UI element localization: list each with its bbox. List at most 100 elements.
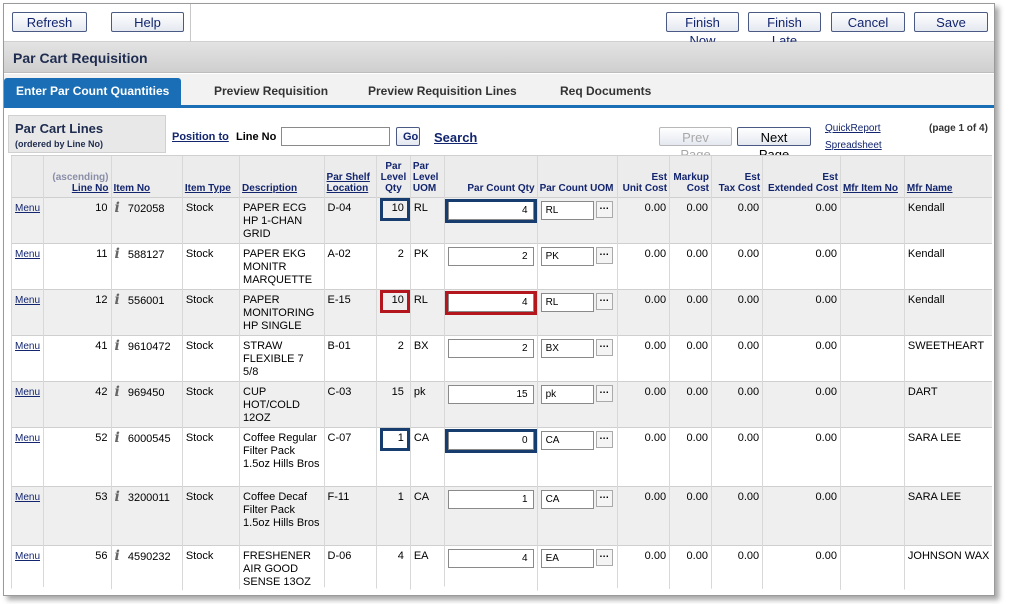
par-count-qty-input[interactable] [447, 431, 534, 450]
col-mfr-name[interactable]: Mfr Name [903, 155, 994, 198]
tab-req-documents[interactable]: Req Documents [560, 84, 652, 98]
item-type-header[interactable]: Item Type [184, 183, 231, 194]
line-no-input[interactable] [281, 127, 390, 146]
par-count-qty-wrapper [447, 490, 534, 509]
mfr-name-header[interactable]: Mfr Name [906, 183, 953, 194]
info-icon[interactable]: i [114, 430, 120, 446]
item-type-cell: Stock [181, 381, 240, 428]
uom-lookup-icon[interactable]: … [595, 293, 613, 310]
info-icon[interactable]: i [114, 338, 120, 354]
par-count-uom-input[interactable] [540, 385, 594, 404]
quick-report-link[interactable]: QuickReport [825, 123, 881, 134]
ascending-label: (ascending) [52, 172, 109, 183]
table-row: Menu 52 i 6000545 Stock Coffee Regular Filter… [10, 427, 994, 487]
col-par-shelf-location[interactable]: Par Shelf Location [323, 155, 377, 198]
info-icon[interactable]: i [114, 384, 120, 400]
line-no-header[interactable]: Line No [71, 183, 109, 194]
line-no-cell: 56 [43, 545, 111, 592]
uom-lookup-icon[interactable]: … [595, 490, 613, 507]
table-row: Menu 53 i 3200011 Stock Coffee Decaf Filter P… [10, 486, 994, 546]
tab-preview-requisition[interactable]: Preview Requisition [214, 84, 329, 98]
item-type-cell: Stock [181, 545, 240, 592]
info-icon[interactable]: i [114, 489, 120, 505]
col-line-no[interactable]: (ascending) Line No [43, 155, 111, 198]
location-cell: B-01 [323, 335, 377, 382]
par-count-qty-cell [443, 289, 538, 336]
uom-lookup-icon[interactable]: … [595, 201, 613, 218]
uom-lookup-icon[interactable]: … [595, 385, 613, 402]
par-count-qty-input[interactable] [447, 247, 534, 266]
mfr-name-cell: Kendall [903, 243, 994, 290]
finish-late-button[interactable]: Finish Late [748, 12, 821, 48]
item-no-cell: i 9610472 [110, 335, 183, 382]
cancel-button[interactable]: Cancel [831, 12, 905, 32]
col-item-type[interactable]: Item Type [181, 155, 240, 198]
par-count-qty-input[interactable] [447, 549, 534, 568]
item-no: 3200011 [127, 492, 170, 504]
info-icon[interactable]: i [114, 548, 120, 564]
uom-lookup-icon[interactable]: … [595, 339, 613, 356]
par-shelf-header-2[interactable]: Location [326, 183, 369, 194]
description-header[interactable]: Description [242, 183, 298, 194]
par-count-qty-input[interactable] [447, 385, 534, 404]
position-to-link[interactable]: Position to [172, 131, 229, 143]
par-count-qty-wrapper [445, 429, 537, 453]
col-est-unit-cost: Est Unit Cost [616, 155, 670, 198]
save-button[interactable]: Save [914, 12, 988, 32]
par-count-uom-input[interactable] [540, 293, 594, 312]
help-button[interactable]: Help [111, 12, 184, 32]
par-count-qty-input[interactable] [447, 339, 534, 358]
refresh-button[interactable]: Refresh [12, 12, 87, 32]
location-cell: D-04 [323, 197, 377, 244]
info-icon[interactable]: i [114, 246, 120, 262]
info-icon[interactable]: i [114, 200, 120, 216]
info-icon[interactable]: i [114, 292, 120, 308]
row-menu-link[interactable]: Menu [15, 203, 41, 214]
location-cell: E-15 [323, 289, 377, 336]
row-menu-link[interactable]: Menu [15, 341, 41, 352]
row-menu-link[interactable]: Menu [15, 387, 41, 398]
row-menu-link[interactable]: Menu [15, 295, 41, 306]
est-tax-cost-cell: 0.00 [710, 381, 763, 428]
uom-lookup-icon[interactable]: … [595, 431, 613, 448]
par-shelf-header-1[interactable]: Par Shelf [326, 172, 370, 183]
finish-now-button[interactable]: Finish Now [666, 12, 739, 48]
row-menu-link[interactable]: Menu [15, 249, 41, 260]
col-mfr-item-no[interactable]: Mfr Item No [839, 155, 905, 198]
next-page-button[interactable]: Next Page [737, 127, 811, 162]
est-unit-cost-cell: 0.00 [616, 545, 670, 592]
mfr-item-no-header[interactable]: Mfr Item No [842, 183, 898, 194]
par-level-qty-cell: 1 [376, 486, 411, 546]
par-level-uom-cell: CA [409, 486, 445, 546]
par-level-qty-header-2: Level [380, 172, 407, 183]
go-button[interactable]: Go [396, 127, 420, 146]
menu-cell: Menu [10, 289, 44, 336]
search-link[interactable]: Search [434, 130, 478, 145]
col-item-no[interactable]: Item No [110, 155, 183, 198]
est-extended-cost-cell: 0.00 [762, 427, 841, 487]
item-type-cell: Stock [181, 427, 240, 487]
uom-lookup-icon[interactable]: … [595, 247, 613, 264]
par-count-qty-input[interactable] [447, 201, 534, 220]
par-count-qty-input[interactable] [447, 490, 534, 509]
par-count-qty-input[interactable] [447, 293, 534, 312]
par-count-uom-input[interactable] [540, 549, 594, 568]
row-menu-link[interactable]: Menu [15, 492, 41, 503]
tab-enter-par-count[interactable]: Enter Par Count Quantities [4, 78, 182, 105]
par-count-uom-input[interactable] [540, 201, 594, 220]
par-count-uom-input[interactable] [540, 490, 594, 509]
uom-lookup-icon[interactable]: … [595, 549, 613, 566]
prev-page-button[interactable]: Prev Page [659, 127, 732, 162]
item-type-cell: Stock [181, 243, 240, 290]
par-count-uom-input[interactable] [540, 247, 594, 266]
par-count-uom-input[interactable] [540, 339, 594, 358]
par-count-uom-input[interactable] [540, 431, 594, 450]
row-menu-link[interactable]: Menu [15, 433, 41, 444]
par-count-qty-wrapper [447, 339, 534, 358]
par-count-qty-wrapper [447, 385, 534, 404]
tab-preview-requisition-lines[interactable]: Preview Requisition Lines [368, 84, 517, 98]
item-no-header[interactable]: Item No [113, 183, 151, 194]
spreadsheet-link[interactable]: Spreadsheet [825, 140, 882, 151]
row-menu-link[interactable]: Menu [15, 551, 41, 562]
col-description[interactable]: Description [239, 155, 325, 198]
